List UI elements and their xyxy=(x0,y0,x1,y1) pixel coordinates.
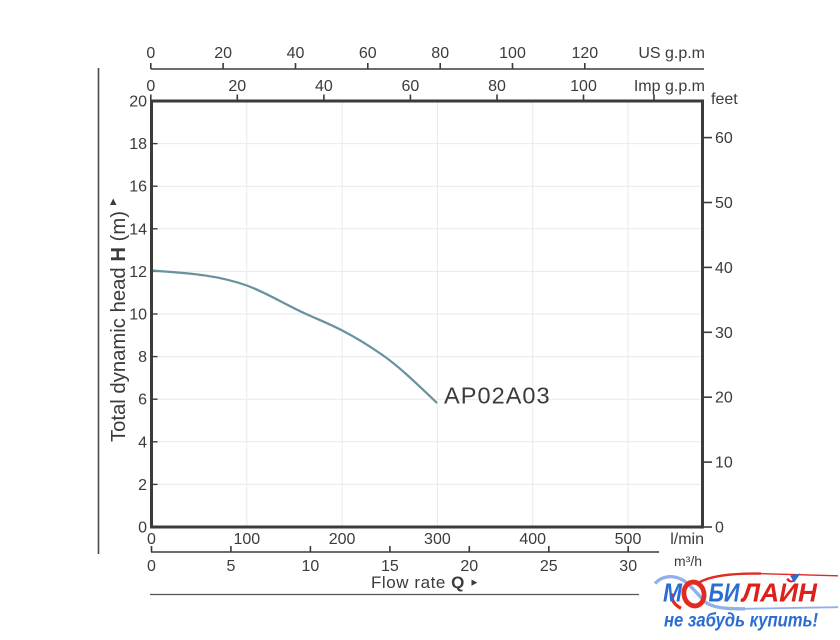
svg-text:60: 60 xyxy=(359,45,377,62)
svg-text:30: 30 xyxy=(715,325,733,342)
svg-text:80: 80 xyxy=(431,45,449,62)
svg-text:Total dynamic head H (m): Total dynamic head H (m) xyxy=(108,211,130,442)
svg-text:18: 18 xyxy=(129,136,147,153)
svg-text:12: 12 xyxy=(129,264,147,281)
svg-text:15: 15 xyxy=(381,558,399,575)
svg-text:0: 0 xyxy=(146,45,155,62)
svg-text:не забудь купить!: не забудь купить! xyxy=(664,610,818,632)
svg-text:0: 0 xyxy=(146,78,155,95)
svg-text:300: 300 xyxy=(424,531,451,548)
svg-text:14: 14 xyxy=(129,221,147,238)
svg-text:10: 10 xyxy=(715,455,733,472)
svg-text:120: 120 xyxy=(571,45,598,62)
svg-text:100: 100 xyxy=(570,78,597,95)
svg-text:60: 60 xyxy=(715,130,733,147)
svg-text:400: 400 xyxy=(519,531,546,548)
svg-text:0: 0 xyxy=(147,558,156,575)
svg-text:100: 100 xyxy=(233,531,260,548)
svg-text:AP02A03: AP02A03 xyxy=(444,383,551,409)
svg-text:50: 50 xyxy=(715,195,733,212)
svg-text:30: 30 xyxy=(619,558,637,575)
svg-text:20: 20 xyxy=(715,390,733,407)
svg-text:5: 5 xyxy=(226,558,235,575)
svg-text:БИ: БИ xyxy=(709,578,741,608)
svg-text:60: 60 xyxy=(402,78,420,95)
svg-text:10: 10 xyxy=(302,558,320,575)
svg-text:20: 20 xyxy=(214,45,232,62)
svg-text:m³/h: m³/h xyxy=(674,553,702,569)
svg-text:40: 40 xyxy=(315,78,333,95)
svg-text:80: 80 xyxy=(488,78,506,95)
svg-text:2: 2 xyxy=(138,477,147,494)
svg-text:40: 40 xyxy=(715,260,733,277)
svg-text:Flow rate Q: Flow rate Q xyxy=(371,573,465,592)
svg-text:6: 6 xyxy=(138,392,147,409)
svg-text:US g.p.m: US g.p.m xyxy=(638,45,705,62)
svg-text:0: 0 xyxy=(138,520,147,537)
svg-text:40: 40 xyxy=(287,45,305,62)
svg-text:16: 16 xyxy=(129,179,147,196)
svg-text:8: 8 xyxy=(138,349,147,366)
svg-text:feet: feet xyxy=(711,91,738,108)
svg-text:0: 0 xyxy=(715,520,724,537)
svg-text:100: 100 xyxy=(499,45,526,62)
svg-text:20: 20 xyxy=(460,558,478,575)
svg-text:10: 10 xyxy=(129,307,147,324)
svg-text:Imp g.p.m: Imp g.p.m xyxy=(634,78,705,95)
svg-text:500: 500 xyxy=(615,531,642,548)
svg-text:М: М xyxy=(663,578,683,608)
svg-text:0: 0 xyxy=(147,531,156,548)
svg-text:20: 20 xyxy=(129,94,147,111)
svg-text:25: 25 xyxy=(540,558,558,575)
svg-text:4: 4 xyxy=(138,434,147,451)
svg-text:200: 200 xyxy=(329,531,356,548)
svg-text:ЛАЙН: ЛАЙН xyxy=(740,578,818,608)
svg-text:20: 20 xyxy=(228,78,246,95)
svg-text:l/min: l/min xyxy=(670,531,704,548)
